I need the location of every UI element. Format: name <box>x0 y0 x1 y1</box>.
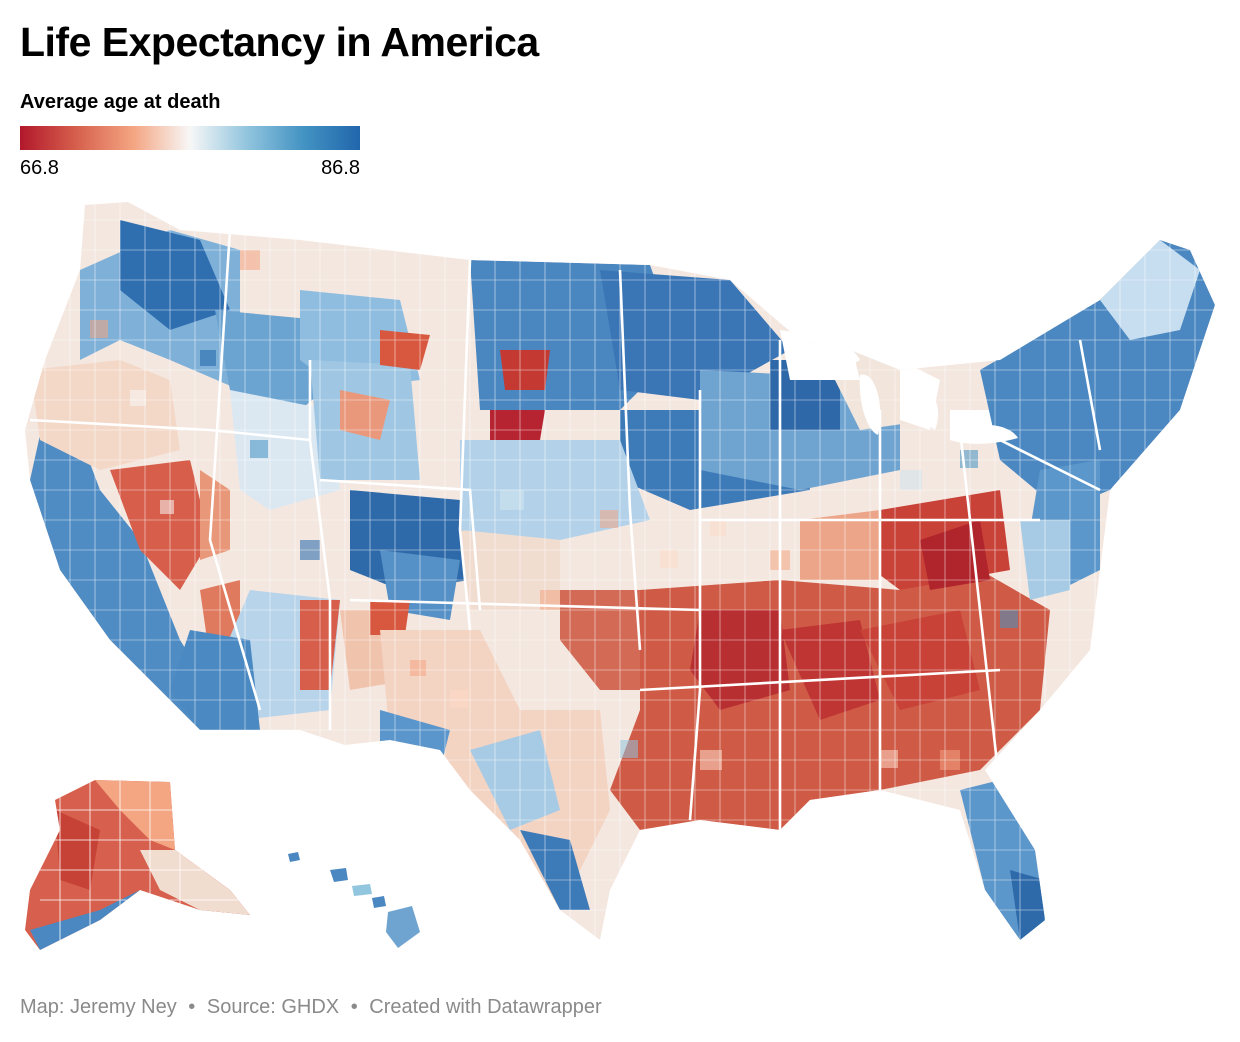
conus-counties <box>25 202 1215 940</box>
page-title: Life Expectancy in America <box>20 19 539 65</box>
footer-separator: • <box>350 996 358 1018</box>
legend-min-label: 66.8 <box>20 157 59 179</box>
color-legend: Average age at death 66.8 86.8 <box>20 90 360 181</box>
legend-title: Average age at death <box>20 91 221 113</box>
great-lakes <box>795 344 1018 444</box>
footer-tool: Created with Datawrapper <box>369 996 602 1018</box>
hawaii-counties <box>288 852 420 948</box>
us-county-map[interactable] <box>0 190 1240 970</box>
alaska-counties <box>25 780 250 950</box>
footer-credits: Map: Jeremy Ney • Source: GHDX • Created… <box>20 996 602 1019</box>
legend-gradient-bar <box>20 126 360 150</box>
legend-max-label: 86.8 <box>321 157 360 179</box>
footer-author: Map: Jeremy Ney <box>20 996 177 1018</box>
footer-source: Source: GHDX <box>206 996 340 1018</box>
footer-separator: • <box>188 996 196 1018</box>
